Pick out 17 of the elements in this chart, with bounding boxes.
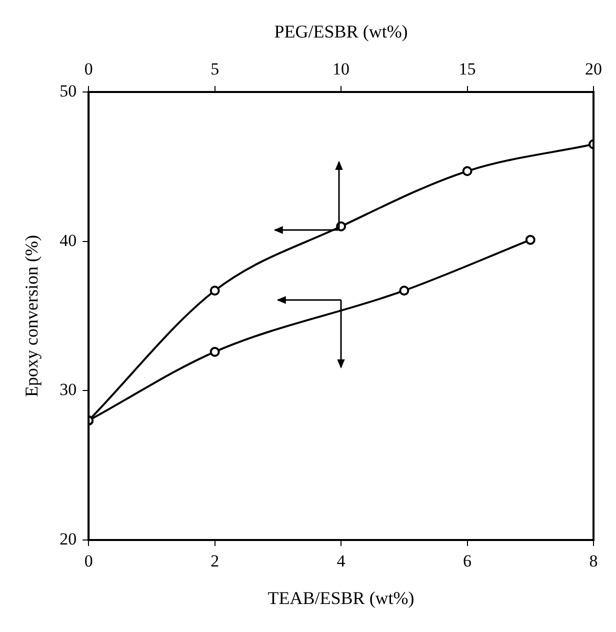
y-tick-label: 40 (60, 230, 77, 250)
y-axis-title: Epoxy conversion (%) (22, 235, 42, 397)
x-tick-label: 6 (463, 552, 472, 571)
x-tick-label: 4 (336, 552, 346, 571)
y-tick-label: 50 (60, 81, 77, 100)
y-tick-label: 30 (60, 380, 77, 400)
x2-tick-label: 0 (84, 59, 93, 78)
x2-tick-label: 10 (332, 59, 350, 78)
x-tick-label: 0 (84, 552, 93, 571)
x-axis-title: TEAB/ESBR (wt%) (268, 588, 414, 608)
x2-axis-title: PEG/ESBR (wt%) (274, 22, 408, 42)
x-tick-label: 2 (210, 552, 220, 571)
y-tick-label: 20 (60, 529, 77, 548)
x2-tick-label: 5 (210, 59, 220, 78)
x2-tick-label: 20 (585, 59, 602, 78)
x-tick-label: 8 (589, 552, 598, 571)
x2-tick-label: 15 (458, 59, 476, 78)
